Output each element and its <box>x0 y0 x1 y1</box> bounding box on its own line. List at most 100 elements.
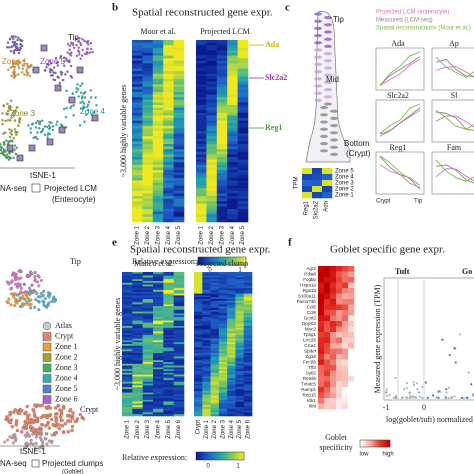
heat-cell <box>318 282 325 289</box>
heat-cell <box>173 162 185 166</box>
cell-point <box>75 54 79 58</box>
heat-cell <box>243 277 253 280</box>
heat-cell <box>132 47 143 51</box>
heat-cell <box>237 115 249 119</box>
colorbar-tick: 1 <box>236 464 240 470</box>
heat-cell <box>163 354 174 357</box>
heat-cell <box>173 180 185 184</box>
cell-point <box>34 441 38 445</box>
heat-cell <box>132 175 143 179</box>
heat-cell <box>218 381 228 384</box>
heat-cell <box>206 73 218 77</box>
epithelial-cell <box>320 106 328 110</box>
heat-cell <box>216 94 228 98</box>
heat-cell <box>202 324 211 327</box>
heat-cell <box>330 326 337 333</box>
heat-cell <box>132 272 143 275</box>
cell-point <box>41 299 45 303</box>
heat-cell <box>196 89 207 93</box>
heat-cell <box>142 281 154 284</box>
heat-cell <box>132 318 143 321</box>
heat-cell <box>243 273 253 276</box>
heat-cell <box>163 399 174 402</box>
heat-cell <box>237 110 249 114</box>
colorbar-frame <box>197 256 247 266</box>
heat-cell <box>227 356 236 359</box>
heat-cell <box>206 172 218 176</box>
heat-cell <box>132 133 143 137</box>
cell-point <box>23 63 26 67</box>
heat-cell <box>206 196 218 199</box>
heat-cell <box>243 412 253 415</box>
heat-cell <box>142 403 154 406</box>
colorbar-step <box>226 257 229 265</box>
cell-point <box>7 158 11 161</box>
heat-cell <box>132 288 143 291</box>
heat-cell <box>196 216 207 220</box>
heat-cell <box>237 151 249 155</box>
heat-cell <box>163 378 174 381</box>
heat-cell <box>227 180 238 184</box>
heat-cell <box>173 277 185 280</box>
heat-cell <box>173 123 185 127</box>
cell-point <box>18 282 22 286</box>
colorbar-step <box>385 440 387 447</box>
heat-cell <box>163 110 174 114</box>
heat-cell <box>210 356 220 359</box>
cell-point <box>21 294 25 298</box>
heat-cell <box>122 273 133 276</box>
legend-text: Zone 4 <box>55 373 77 382</box>
heat-cell <box>173 172 185 176</box>
heat-cell <box>227 190 238 194</box>
heat-cell <box>227 315 236 318</box>
heat-cell <box>132 396 143 399</box>
heat-cell <box>206 188 218 192</box>
heat-cell <box>216 97 228 101</box>
heat-cell <box>227 185 238 189</box>
heat-cell <box>173 281 185 284</box>
heat-cell <box>163 40 174 43</box>
heat-cell <box>342 337 349 344</box>
heat-cell <box>173 326 185 329</box>
heat-cell <box>142 322 154 325</box>
heat-cell <box>132 320 143 323</box>
heat-cell <box>227 118 238 121</box>
heat-cell <box>218 387 228 390</box>
heat-cell <box>194 342 203 345</box>
heat-cell <box>153 291 164 294</box>
heat-cell <box>142 66 154 69</box>
heat-cell <box>216 92 228 95</box>
heat-cell <box>152 112 164 116</box>
heat-cell <box>227 394 236 397</box>
cell-point <box>24 426 28 431</box>
heat-cell <box>153 342 164 345</box>
cell-point <box>53 412 58 416</box>
heat-cell <box>243 327 253 330</box>
heat-cell <box>173 403 185 406</box>
heat-cell <box>194 383 203 386</box>
heat-cell <box>206 58 218 62</box>
heat-cell <box>173 136 185 140</box>
heat-cell <box>318 376 325 382</box>
cell-point <box>4 150 7 153</box>
cell-point <box>54 71 57 75</box>
cell-point <box>11 433 15 437</box>
villus-label: Bottom <box>344 139 370 148</box>
legend-swatch <box>42 363 52 373</box>
axis-label: Measured gene expression (TPM) <box>373 284 382 393</box>
heat-cell <box>206 151 218 155</box>
heat-cell <box>312 168 323 175</box>
heat-cell <box>243 383 253 386</box>
cell-point <box>13 282 17 286</box>
heat-cell <box>152 120 164 124</box>
heat-cell <box>218 315 228 318</box>
cell-point <box>23 433 27 437</box>
heat-cell <box>173 333 185 336</box>
heat-cell <box>163 60 174 64</box>
cell-point <box>25 68 28 72</box>
heat-cell <box>142 211 154 215</box>
heat-cell <box>122 374 133 377</box>
heat-cell <box>216 128 228 132</box>
cell-point <box>34 298 38 302</box>
heat-cell <box>218 293 228 296</box>
